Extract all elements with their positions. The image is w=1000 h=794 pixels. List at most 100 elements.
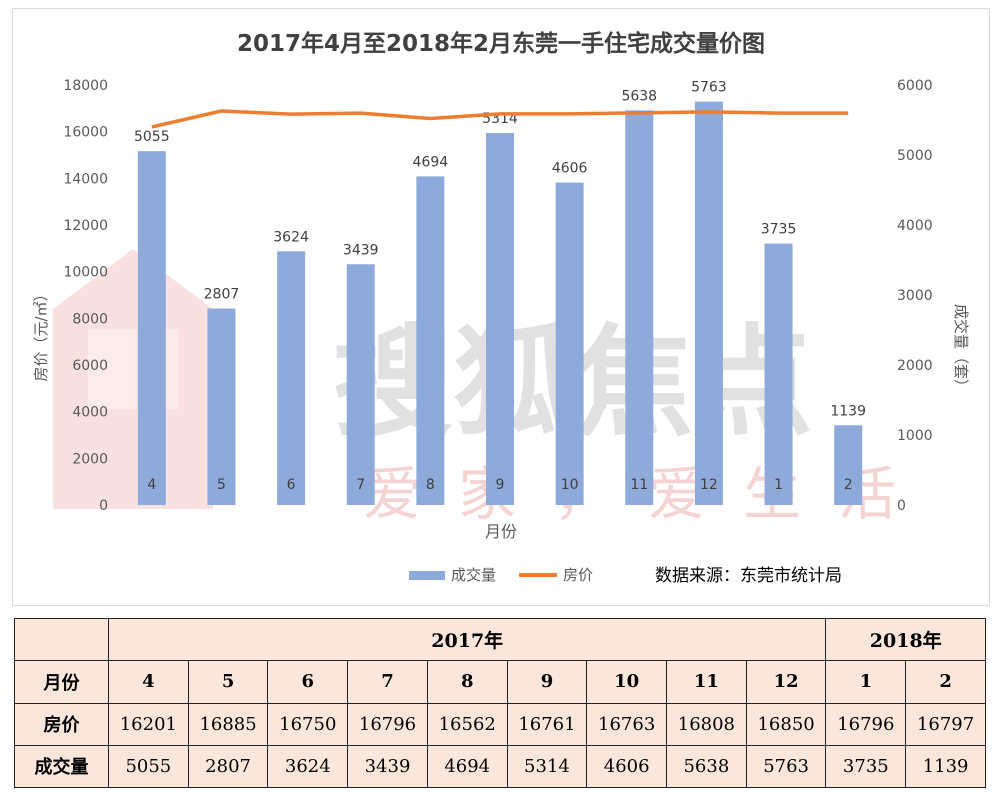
table-row-volume: 成交量 5055 2807 3624 3439 4694 5314 4606 5638 5763… <box>14 744 986 789</box>
price-cell: 16562 <box>426 702 508 746</box>
category-labels: 4 5 6 7 8 9 10 11 12 1 2 <box>147 477 852 493</box>
category-label: 1 <box>774 477 783 493</box>
legend-price-label: 房价 <box>563 566 593 584</box>
legend-volume-label: 成交量 <box>451 566 496 584</box>
volume-bar <box>207 308 236 505</box>
source-note: 数据来源：东莞市统计局 <box>655 566 842 586</box>
price-cell: 16750 <box>267 702 349 746</box>
price-cell: 16797 <box>905 702 986 746</box>
left-axis-title: 房价（元/㎡） <box>32 286 50 381</box>
month-cell: 5 <box>187 660 269 704</box>
price-cell: 16808 <box>666 702 747 746</box>
left-axis-tick-label: 18000 <box>63 78 108 94</box>
left-axis-tick-label: 12000 <box>63 218 108 234</box>
right-axis-ticks: 0 1000 2000 3000 4000 5000 6000 <box>897 78 933 514</box>
chart-title: 2017年4月至2018年2月东莞一手住宅成交量价图 <box>237 30 765 57</box>
volume-bar-label: 5055 <box>134 129 170 145</box>
price-cell: 16761 <box>506 702 588 746</box>
left-axis-tick-label: 14000 <box>63 171 108 187</box>
month-cell: 9 <box>506 660 588 704</box>
volume-bar-label: 2807 <box>204 287 240 303</box>
volume-cell: 2807 <box>187 744 269 789</box>
price-cell: 16885 <box>187 702 269 746</box>
category-label: 8 <box>426 477 435 493</box>
volume-bars <box>137 101 863 506</box>
year-2017-cell: 2017年 <box>107 617 827 662</box>
chart-panel: 搜狐焦点 爱家，爱生活 2017年4月至2018年2月东莞一手住宅成交量价图 0… <box>12 8 990 606</box>
price-line <box>151 109 849 129</box>
left-axis-ticks: 0 2000 4000 6000 8000 10000 12000 14000 16000 180… <box>63 78 108 514</box>
volume-cell: 5763 <box>745 744 827 789</box>
price-cell: 16763 <box>586 702 668 746</box>
volume-bar <box>416 176 445 506</box>
volume-bar-label: 3735 <box>761 222 797 238</box>
left-axis-tick-label: 4000 <box>72 405 108 421</box>
volume-bar-label: 3624 <box>273 229 309 245</box>
left-axis-tick-label: 2000 <box>72 451 108 467</box>
month-cell: 1 <box>825 660 907 704</box>
volume-bar-label: 5638 <box>621 88 657 104</box>
volume-cell: 1139 <box>905 744 986 789</box>
category-label: 11 <box>630 477 648 493</box>
legend: 成交量 房价 <box>409 566 593 584</box>
category-label: 4 <box>147 477 156 493</box>
volume-bar-labels: 5055280736243439469453144606563857633735… <box>134 80 866 420</box>
volume-cell: 3735 <box>825 744 907 789</box>
price-line-group <box>151 109 849 129</box>
volume-bar <box>137 151 166 505</box>
volume-cell: 3624 <box>267 744 349 789</box>
category-label: 9 <box>496 477 505 493</box>
volume-cell: 4694 <box>426 744 508 789</box>
right-axis-tick-label: 3000 <box>897 288 933 304</box>
category-label: 12 <box>700 477 718 493</box>
category-label: 5 <box>217 477 226 493</box>
volume-bar <box>555 182 584 505</box>
volume-bar-label: 5763 <box>691 80 727 96</box>
volume-cell: 5314 <box>506 744 588 789</box>
volume-bar-label: 1139 <box>830 403 866 419</box>
x-axis-title: 月份 <box>485 522 517 541</box>
volume-bar <box>346 264 375 505</box>
month-cell: 11 <box>666 660 747 704</box>
table-corner-cell <box>14 617 109 662</box>
volume-bar <box>625 110 654 505</box>
price-cell: 16201 <box>108 702 189 746</box>
category-label: 10 <box>561 477 579 493</box>
right-axis-tick-label: 6000 <box>897 78 933 94</box>
volume-bar <box>486 133 514 505</box>
month-cell: 6 <box>267 660 349 704</box>
legend-volume-swatch <box>409 571 445 580</box>
chart-svg: 搜狐焦点 爱家，爱生活 2017年4月至2018年2月东莞一手住宅成交量价图 0… <box>32 30 970 586</box>
left-axis-tick-label: 6000 <box>72 358 108 374</box>
volume-cell: 4606 <box>586 744 668 789</box>
volume-bar <box>694 101 723 505</box>
right-axis-tick-label: 0 <box>897 498 906 514</box>
month-cell: 10 <box>586 660 668 704</box>
left-axis-tick-label: 16000 <box>63 125 108 141</box>
right-axis-tick-label: 5000 <box>897 148 933 164</box>
right-axis-tick-label: 1000 <box>897 428 933 444</box>
category-label: 7 <box>356 477 365 493</box>
row-label-volume: 成交量 <box>14 744 109 789</box>
left-axis-tick-label: 8000 <box>72 311 108 327</box>
data-table: 2017年 2018年 月份 4 5 6 7 8 9 10 11 12 1 2 房价 16201 16… <box>14 617 986 789</box>
volume-bar <box>834 425 863 505</box>
volume-bar-label: 4694 <box>413 154 449 170</box>
year-2018-cell: 2018年 <box>825 617 986 662</box>
volume-bar-label: 4606 <box>552 161 588 177</box>
volume-cell: 5055 <box>108 744 189 789</box>
volume-bar <box>277 251 306 505</box>
month-cell: 12 <box>745 660 827 704</box>
volume-cell: 3439 <box>347 744 428 789</box>
month-cell: 2 <box>905 660 986 704</box>
table-row-month: 月份 4 5 6 7 8 9 10 11 12 1 2 <box>14 660 986 704</box>
price-cell: 16850 <box>745 702 827 746</box>
volume-cell: 5638 <box>666 744 747 789</box>
price-cell: 16796 <box>825 702 907 746</box>
month-cell: 7 <box>347 660 428 704</box>
right-axis-title: 成交量（套） <box>952 304 970 394</box>
watermark-house-logo <box>53 249 213 509</box>
left-axis-tick-label: 0 <box>99 498 108 514</box>
price-cell: 16796 <box>347 702 428 746</box>
left-axis-tick-label: 10000 <box>63 265 108 281</box>
